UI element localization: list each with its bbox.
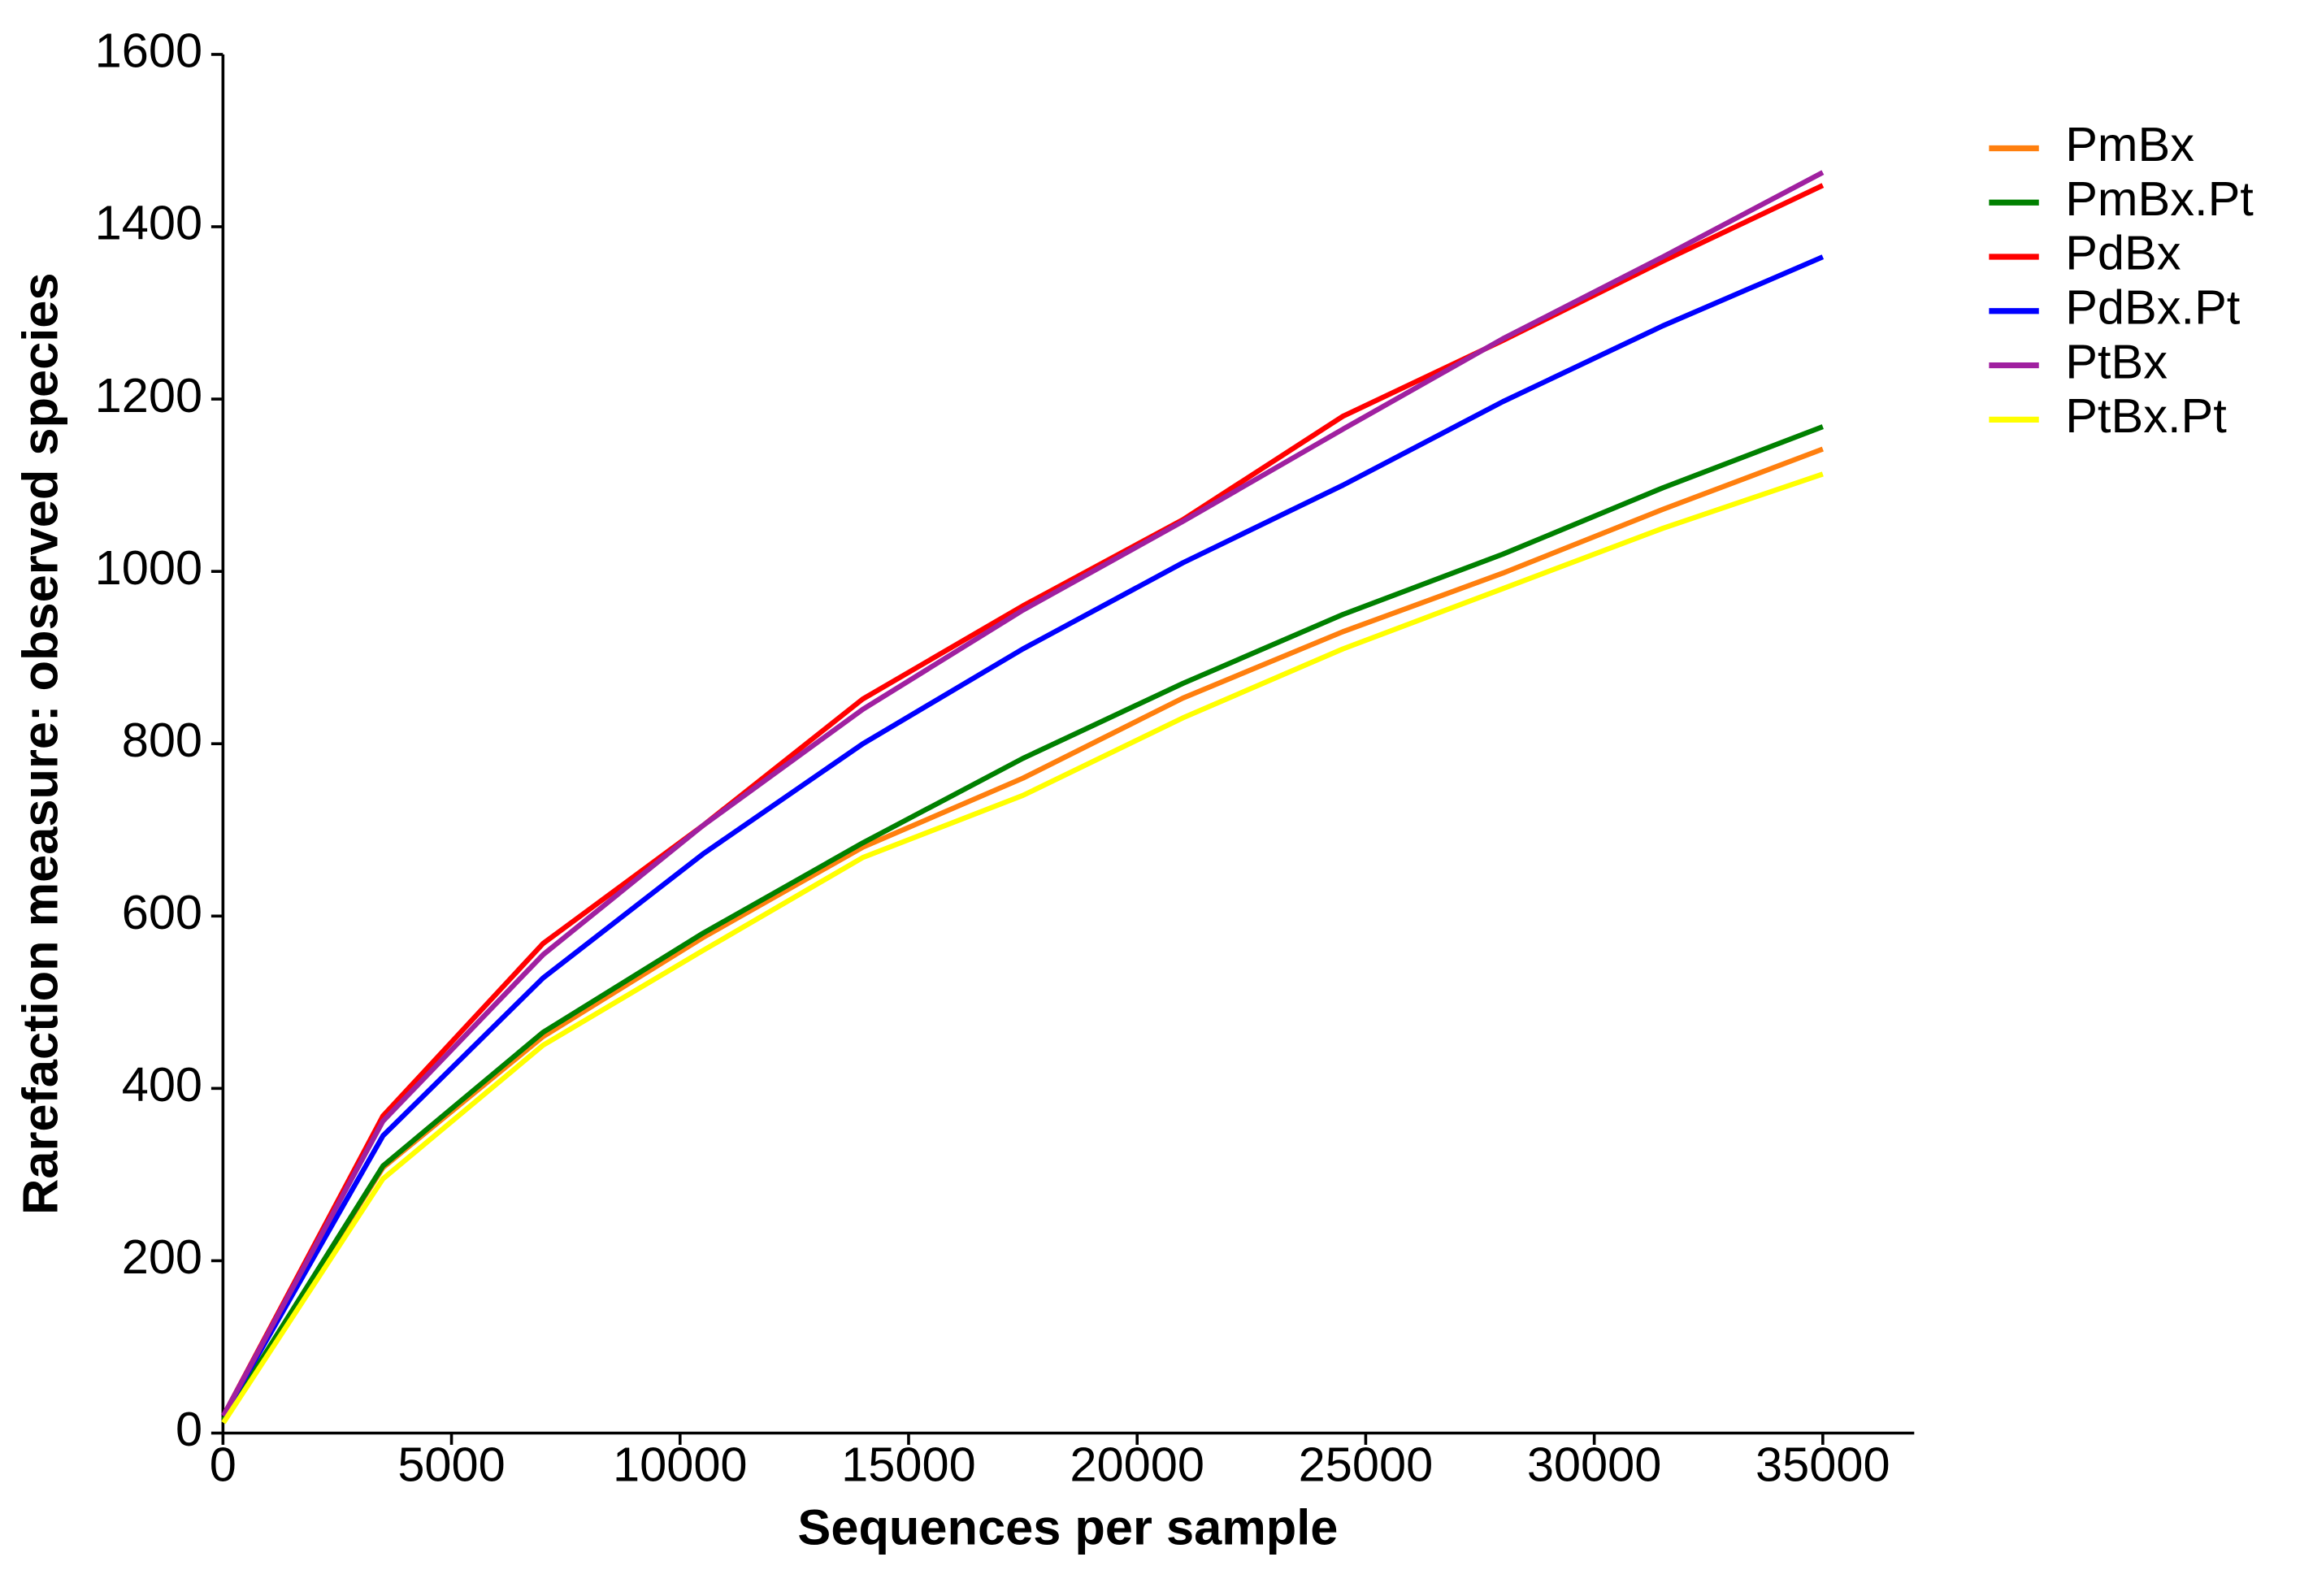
y-tick-label: 1600 — [95, 24, 202, 78]
y-tick-label: 400 — [122, 1057, 202, 1112]
x-tick-label: 10000 — [613, 1438, 748, 1492]
x-tick-label: 20000 — [1070, 1438, 1204, 1492]
legend-label: PdBx.Pt — [2065, 280, 2241, 335]
y-tick-label: 200 — [122, 1230, 202, 1284]
legend-label: PdBx — [2065, 226, 2181, 280]
legend-label: PtBx.Pt — [2065, 388, 2227, 443]
series-line — [221, 183, 1825, 1417]
y-tick-label: 600 — [122, 885, 202, 939]
series-line — [221, 471, 1824, 1425]
legend-label: PmBx.Pt — [2065, 171, 2254, 226]
x-tick-label: 15000 — [841, 1438, 976, 1492]
y-tick-label: 1400 — [95, 196, 202, 250]
x-tick-label: 35000 — [1755, 1438, 1890, 1492]
series-line — [221, 424, 1824, 1422]
y-tick-label: 800 — [122, 713, 202, 767]
y-tick-label: 0 — [176, 1402, 202, 1456]
legend-label: PtBx — [2065, 334, 2168, 388]
x-tick-label: 25000 — [1299, 1438, 1434, 1492]
y-axis-title: Rarefaction measure: observed species — [12, 272, 68, 1215]
series-line — [221, 446, 1824, 1422]
series-line — [221, 170, 1825, 1417]
x-tick-label: 30000 — [1527, 1438, 1662, 1492]
x-tick-label: 0 — [210, 1438, 237, 1492]
legend-label: PmBx — [2065, 117, 2194, 171]
x-axis-title: Sequences per sample — [797, 1500, 1338, 1556]
x-tick-label: 5000 — [397, 1438, 505, 1492]
y-tick-label: 1200 — [95, 368, 202, 423]
series-line — [221, 254, 1825, 1417]
y-tick-label: 1000 — [95, 540, 202, 595]
